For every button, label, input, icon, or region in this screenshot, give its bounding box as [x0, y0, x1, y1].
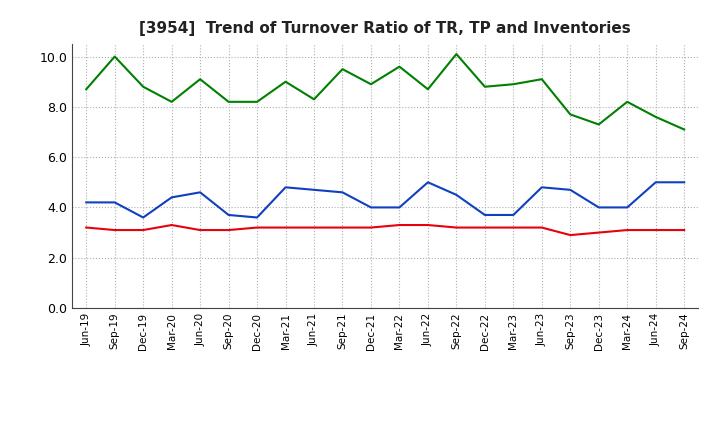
Trade Payables	[110, 200, 119, 205]
Inventories	[480, 84, 489, 89]
Trade Receivables	[366, 225, 375, 230]
Trade Receivables	[423, 222, 432, 227]
Trade Payables	[537, 185, 546, 190]
Trade Payables	[395, 205, 404, 210]
Inventories	[167, 99, 176, 104]
Trade Receivables	[595, 230, 603, 235]
Trade Receivables	[282, 225, 290, 230]
Trade Payables	[82, 200, 91, 205]
Trade Payables	[253, 215, 261, 220]
Trade Receivables	[652, 227, 660, 233]
Inventories	[139, 84, 148, 89]
Inventories	[196, 77, 204, 82]
Trade Payables	[509, 213, 518, 218]
Trade Receivables	[480, 225, 489, 230]
Trade Payables	[282, 185, 290, 190]
Inventories	[253, 99, 261, 104]
Inventories	[310, 97, 318, 102]
Trade Receivables	[310, 225, 318, 230]
Inventories	[537, 77, 546, 82]
Inventories	[225, 99, 233, 104]
Trade Receivables	[680, 227, 688, 233]
Inventories	[452, 51, 461, 57]
Inventories	[282, 79, 290, 84]
Trade Payables	[680, 180, 688, 185]
Trade Payables	[225, 213, 233, 218]
Trade Receivables	[167, 222, 176, 227]
Trade Payables	[310, 187, 318, 192]
Trade Receivables	[537, 225, 546, 230]
Trade Payables	[623, 205, 631, 210]
Trade Payables	[366, 205, 375, 210]
Trade Payables	[196, 190, 204, 195]
Line: Trade Payables: Trade Payables	[86, 182, 684, 217]
Trade Receivables	[82, 225, 91, 230]
Trade Payables	[139, 215, 148, 220]
Trade Payables	[566, 187, 575, 192]
Inventories	[338, 66, 347, 72]
Trade Receivables	[253, 225, 261, 230]
Trade Payables	[595, 205, 603, 210]
Inventories	[82, 87, 91, 92]
Inventories	[423, 87, 432, 92]
Trade Receivables	[623, 227, 631, 233]
Inventories	[110, 54, 119, 59]
Trade Receivables	[452, 225, 461, 230]
Trade Payables	[480, 213, 489, 218]
Trade Payables	[423, 180, 432, 185]
Inventories	[652, 114, 660, 120]
Trade Receivables	[395, 222, 404, 227]
Line: Trade Receivables: Trade Receivables	[86, 225, 684, 235]
Trade Receivables	[338, 225, 347, 230]
Trade Receivables	[509, 225, 518, 230]
Inventories	[395, 64, 404, 69]
Trade Receivables	[110, 227, 119, 233]
Inventories	[366, 81, 375, 87]
Trade Receivables	[139, 227, 148, 233]
Trade Payables	[167, 195, 176, 200]
Trade Receivables	[225, 227, 233, 233]
Line: Inventories: Inventories	[86, 54, 684, 129]
Trade Payables	[338, 190, 347, 195]
Trade Receivables	[196, 227, 204, 233]
Inventories	[595, 122, 603, 127]
Trade Payables	[652, 180, 660, 185]
Trade Receivables	[566, 232, 575, 238]
Title: [3954]  Trend of Turnover Ratio of TR, TP and Inventories: [3954] Trend of Turnover Ratio of TR, TP…	[140, 21, 631, 36]
Inventories	[623, 99, 631, 104]
Inventories	[509, 81, 518, 87]
Trade Payables	[452, 192, 461, 198]
Inventories	[680, 127, 688, 132]
Inventories	[566, 112, 575, 117]
